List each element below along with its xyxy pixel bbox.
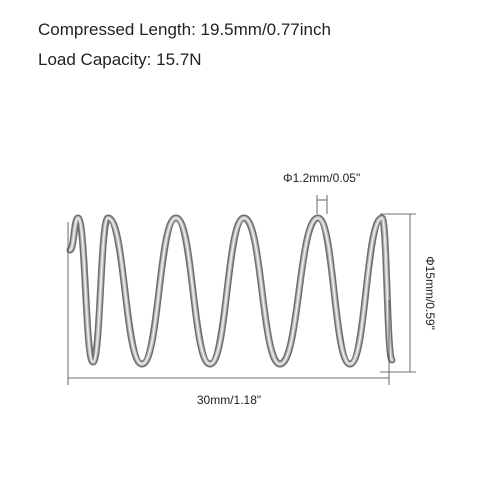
- load-capacity: Load Capacity: 15.7N: [38, 50, 202, 69]
- outer-diameter-label: Φ15mm/0.59": [423, 256, 437, 330]
- spring: [66, 214, 396, 368]
- spring-coil: [69, 217, 393, 365]
- compressed-length: Compressed Length: 19.5mm/0.77inch: [38, 20, 331, 39]
- wire-diameter-label: Φ1.2mm/0.05": [283, 171, 360, 185]
- length-label: 30mm/1.18": [197, 393, 261, 407]
